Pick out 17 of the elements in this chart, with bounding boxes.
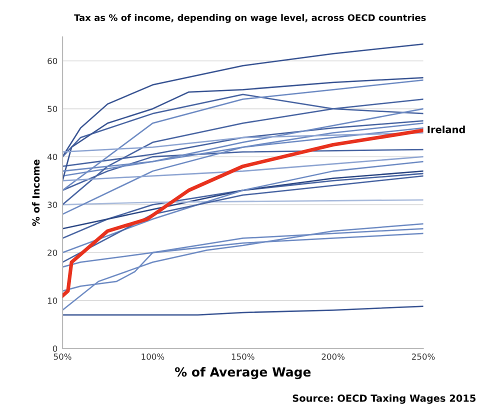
x-tick-label: 100% bbox=[142, 354, 164, 360]
source-note: Source: OECD Taxing Wages 2015 bbox=[292, 394, 476, 404]
y-tick-label: 50 bbox=[48, 106, 58, 112]
y-tick-label: 40 bbox=[47, 154, 58, 160]
series-label: Ireland bbox=[428, 126, 465, 134]
x-tick-label: 250% bbox=[412, 354, 435, 360]
y-tick-label: 0 bbox=[52, 345, 58, 352]
x-tick-label: 200% bbox=[322, 354, 345, 360]
chart-title: Tax as % of income, depending on wage level, across OECD countries bbox=[74, 14, 426, 23]
x-axis-title: % of Average Wage bbox=[174, 366, 311, 380]
y-tick-label: 30 bbox=[48, 202, 58, 208]
y-tick-label: 10 bbox=[48, 298, 58, 304]
y-tick-label: 60 bbox=[48, 58, 58, 64]
y-axis-title: % of Income bbox=[32, 160, 40, 226]
y-tick-label: 20 bbox=[48, 250, 58, 256]
x-tick-label: 150% bbox=[232, 354, 254, 360]
x-tick-label: 50% bbox=[54, 354, 72, 360]
